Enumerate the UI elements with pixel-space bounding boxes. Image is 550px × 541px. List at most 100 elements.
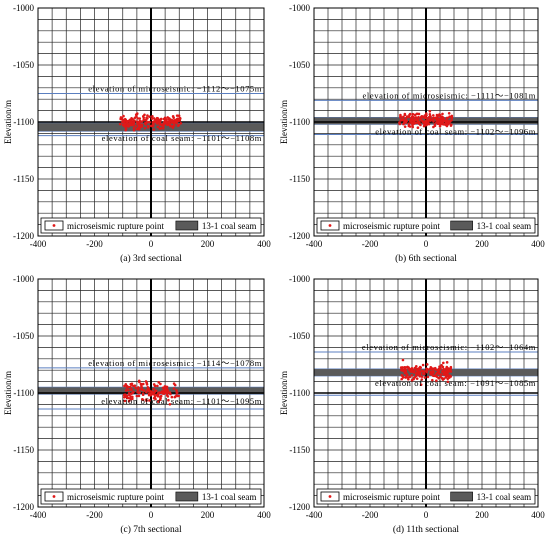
data-point — [135, 394, 139, 398]
data-point — [432, 125, 435, 129]
data-point — [148, 115, 151, 118]
data-point — [427, 122, 431, 126]
data-point — [448, 374, 452, 377]
legend-point-label: microseismic rupture point — [67, 221, 164, 231]
y-tick-label: -1000 — [13, 3, 34, 13]
data-point — [141, 393, 145, 397]
data-point — [398, 121, 401, 124]
data-point — [435, 121, 438, 124]
data-point — [450, 114, 454, 118]
data-point — [118, 122, 122, 126]
data-point — [418, 374, 422, 378]
data-point — [155, 116, 159, 120]
data-point — [430, 371, 433, 374]
data-point — [432, 374, 435, 378]
data-point — [424, 119, 428, 123]
data-point — [162, 126, 165, 130]
data-point — [142, 116, 146, 120]
panel-4: elevation of microseismic: −1102～−1064m e… — [279, 274, 545, 535]
data-point — [156, 125, 160, 129]
data-point — [431, 114, 435, 117]
data-point — [441, 365, 445, 369]
data-point — [417, 112, 421, 116]
data-point — [442, 368, 445, 371]
data-point — [430, 366, 433, 370]
data-point — [148, 399, 151, 402]
data-point — [421, 363, 425, 367]
legend-point-marker — [328, 224, 332, 227]
legend-seam-label: 13-1 coal seam — [202, 221, 256, 231]
data-point — [437, 117, 440, 121]
data-point — [414, 116, 418, 119]
data-point — [402, 115, 405, 119]
y-tick-label: -1200 — [13, 502, 34, 512]
data-point — [163, 119, 167, 123]
data-point — [411, 112, 415, 116]
data-point — [134, 386, 137, 390]
data-point — [137, 126, 140, 130]
data-point — [413, 118, 417, 121]
legend-seam-swatch — [175, 491, 199, 502]
panel-caption: (a) 3rd sectional — [120, 253, 182, 264]
data-point — [139, 387, 143, 391]
data-point — [139, 125, 142, 129]
data-point — [159, 127, 163, 130]
data-point — [437, 376, 440, 380]
data-point — [123, 384, 126, 388]
data-point — [415, 373, 418, 377]
data-point — [401, 366, 404, 369]
microseismic-elevation-label: elevation of microseismic: −1102～−1064m — [362, 342, 536, 352]
data-point — [399, 114, 402, 118]
data-point — [140, 120, 144, 123]
data-point — [415, 112, 419, 116]
data-point — [421, 120, 425, 123]
data-point — [179, 121, 183, 125]
panel-caption: (b) 6th sectional — [395, 253, 457, 264]
data-point — [420, 369, 424, 373]
data-point — [133, 116, 137, 120]
data-point — [143, 126, 147, 130]
data-point — [424, 121, 427, 125]
x-tick-label: -200 — [362, 239, 379, 249]
data-point — [159, 391, 163, 394]
legend-box — [40, 217, 262, 234]
legend-seam-swatch — [175, 220, 199, 231]
data-point — [165, 390, 168, 393]
data-point — [125, 394, 129, 398]
data-point — [144, 121, 148, 125]
data-point — [403, 118, 407, 122]
x-tick-label: -200 — [86, 239, 103, 249]
y-tick-label: -1050 — [289, 60, 310, 70]
y-tick-label: -1000 — [13, 274, 34, 284]
data-point — [140, 398, 144, 401]
coal-seam-elevation-label: elevation of coal seam: −1101～−1108m — [102, 133, 262, 143]
data-point — [410, 366, 414, 370]
data-point — [157, 381, 161, 384]
data-point — [163, 116, 167, 120]
y-tick-label: -1050 — [13, 60, 34, 70]
data-point — [156, 120, 159, 124]
data-point — [420, 115, 424, 118]
x-tick-label: 400 — [257, 510, 271, 520]
data-point — [127, 385, 130, 389]
data-point — [178, 118, 182, 121]
data-point — [425, 367, 428, 370]
data-point — [402, 376, 405, 379]
data-point — [408, 125, 412, 128]
data-point — [170, 125, 174, 128]
data-point — [429, 119, 432, 122]
data-point — [124, 389, 128, 392]
data-point — [401, 358, 405, 362]
data-point — [167, 398, 170, 402]
x-tick-label: 0 — [424, 510, 429, 520]
data-point — [432, 367, 436, 370]
data-point — [127, 388, 130, 392]
microseismic-elevation-label: elevation of microseismic: −1112～−1075m — [88, 84, 262, 94]
data-point — [407, 122, 411, 126]
y-axis-title: Elevation/m — [279, 100, 289, 144]
data-point — [442, 361, 445, 365]
data-point — [440, 373, 443, 376]
data-point — [123, 399, 127, 403]
data-point — [404, 370, 408, 374]
data-point — [172, 382, 176, 385]
